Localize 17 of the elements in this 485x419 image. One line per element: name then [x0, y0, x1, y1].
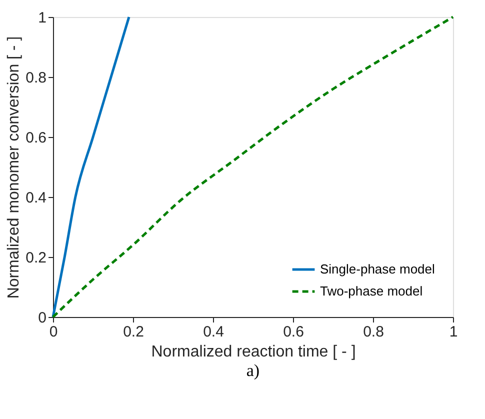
y-tick-label: 0.6: [26, 130, 46, 146]
x-tick-label: 0.6: [283, 324, 304, 340]
x-tick-label: 0.8: [363, 324, 384, 340]
y-tick-label: 0.2: [26, 250, 46, 266]
legend-label: Single-phase model: [320, 262, 436, 276]
x-tick-label: 0.2: [123, 324, 144, 340]
y-axis-title: Normalized monomer conversion [ - ]: [6, 36, 23, 299]
x-axis-title: Normalized reaction time [ - ]: [151, 344, 356, 360]
y-tick-label: 0: [38, 310, 46, 326]
legend-label: Two-phase model: [320, 284, 423, 298]
y-tick-label: 0.8: [26, 70, 46, 86]
x-tick-label: 0: [49, 324, 58, 340]
text: a): [246, 361, 260, 380]
y-tick-label: 1: [38, 10, 46, 26]
x-tick-label: 1: [449, 324, 458, 340]
x-tick-label: 0.4: [203, 324, 224, 340]
y-tick-label: 0.4: [26, 190, 46, 206]
